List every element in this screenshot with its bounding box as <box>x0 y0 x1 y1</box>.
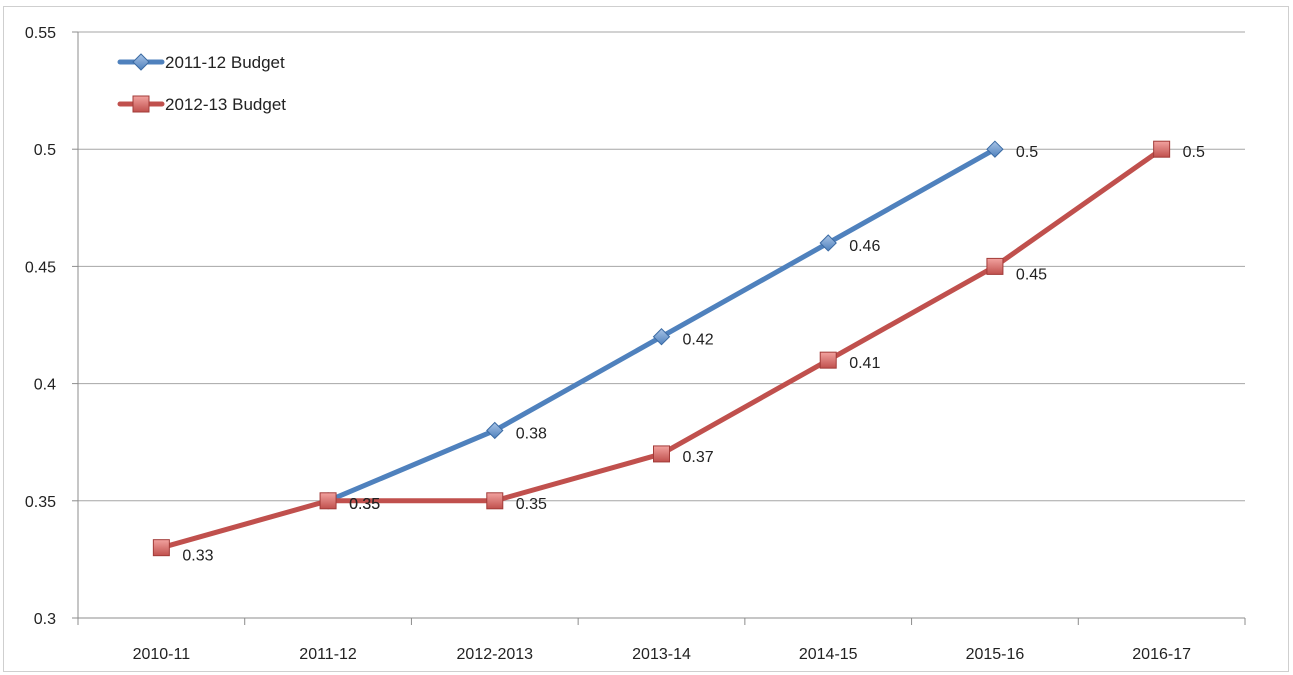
y-tick-label: 0.5 <box>34 142 56 159</box>
y-tick-label: 0.45 <box>25 259 56 276</box>
data-label: 0.5 <box>1016 144 1038 161</box>
y-tick-label: 0.35 <box>25 494 56 511</box>
data-point <box>652 328 671 346</box>
legend-label: 2012-13 Budget <box>165 95 286 114</box>
x-tick-label: 2010-11 <box>133 646 191 663</box>
data-label: 0.35 <box>349 496 380 513</box>
data-point <box>486 492 504 510</box>
y-tick-label: 0.3 <box>34 611 56 628</box>
data-label: 0.38 <box>516 425 547 442</box>
series-line <box>158 146 1165 551</box>
data-label: 0.42 <box>683 332 714 349</box>
x-tick-label: 2013-14 <box>632 646 691 663</box>
y-tick-label: 0.4 <box>34 377 56 394</box>
series-square <box>152 140 1171 557</box>
data-label: 0.35 <box>516 496 547 513</box>
data-point <box>986 257 1004 275</box>
y-tick-label: 0.55 <box>25 25 56 42</box>
x-tick-label: 2015-16 <box>966 646 1025 663</box>
data-point <box>653 445 670 463</box>
data-label: 0.41 <box>849 355 880 372</box>
x-tick-label: 2016-17 <box>1132 646 1191 663</box>
data-label: 0.46 <box>849 238 880 255</box>
data-point <box>1153 140 1171 158</box>
series <box>152 140 1171 557</box>
data-point <box>132 95 150 113</box>
x-tick-label: 2011-12 <box>299 646 357 663</box>
data-point <box>319 492 337 510</box>
data-point <box>986 140 1004 158</box>
data-point <box>152 539 170 557</box>
data-point <box>819 234 837 252</box>
legend-item: 2012-13 Budget <box>117 95 286 114</box>
legend-item: 2011-12 Budget <box>117 53 285 72</box>
data-point <box>132 53 150 71</box>
gridlines <box>78 31 1245 619</box>
chart-frame <box>3 6 1289 672</box>
legend-label: 2011-12 Budget <box>165 53 285 72</box>
axes: 0.3 0.35 0.4 0.45 0.5 0.55 2010-11 2011-12 2012-… <box>25 25 1246 663</box>
data-point <box>486 421 504 440</box>
data-point <box>819 351 837 369</box>
data-label: 0.33 <box>182 548 213 565</box>
data-labels: 0.350.380.420.460.50.330.35 0.350.370.410… <box>182 144 1205 564</box>
data-label: 0.35 <box>349 496 380 513</box>
data-label: 0.5 <box>1183 144 1205 161</box>
data-label: 0.45 <box>1016 266 1047 283</box>
legend: 2011-12 Budget 2012-13 Budget <box>117 53 286 114</box>
data-label: 0.37 <box>683 449 714 466</box>
x-tick-label: 2012-2013 <box>457 646 534 663</box>
x-tick-label: 2014-15 <box>799 646 858 663</box>
